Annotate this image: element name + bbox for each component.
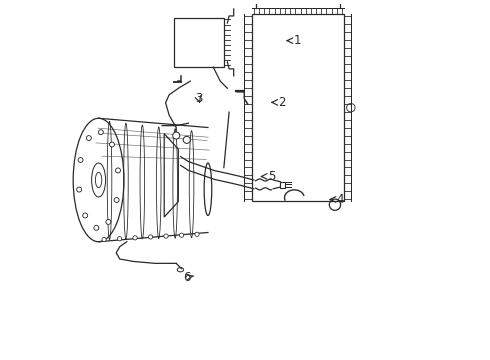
Circle shape <box>118 237 122 241</box>
Circle shape <box>148 235 153 239</box>
Circle shape <box>77 187 82 192</box>
Circle shape <box>183 136 190 143</box>
Bar <box>252 14 344 201</box>
Circle shape <box>179 233 184 237</box>
Circle shape <box>78 158 83 162</box>
Circle shape <box>164 234 168 238</box>
Circle shape <box>116 168 121 173</box>
Circle shape <box>102 238 106 242</box>
Circle shape <box>83 213 88 218</box>
Circle shape <box>195 232 199 237</box>
Circle shape <box>133 236 137 240</box>
Circle shape <box>86 136 91 140</box>
Text: 4: 4 <box>330 193 344 206</box>
Circle shape <box>98 130 103 135</box>
Circle shape <box>114 198 119 202</box>
Circle shape <box>109 142 115 147</box>
Bar <box>174 18 224 67</box>
Text: 5: 5 <box>261 170 275 183</box>
Circle shape <box>172 132 180 139</box>
Text: 2: 2 <box>272 96 286 109</box>
Text: 6: 6 <box>183 270 194 284</box>
Circle shape <box>106 220 111 224</box>
Text: 3: 3 <box>195 93 202 105</box>
Circle shape <box>94 225 99 230</box>
Bar <box>280 182 285 188</box>
Text: 1: 1 <box>287 34 301 47</box>
